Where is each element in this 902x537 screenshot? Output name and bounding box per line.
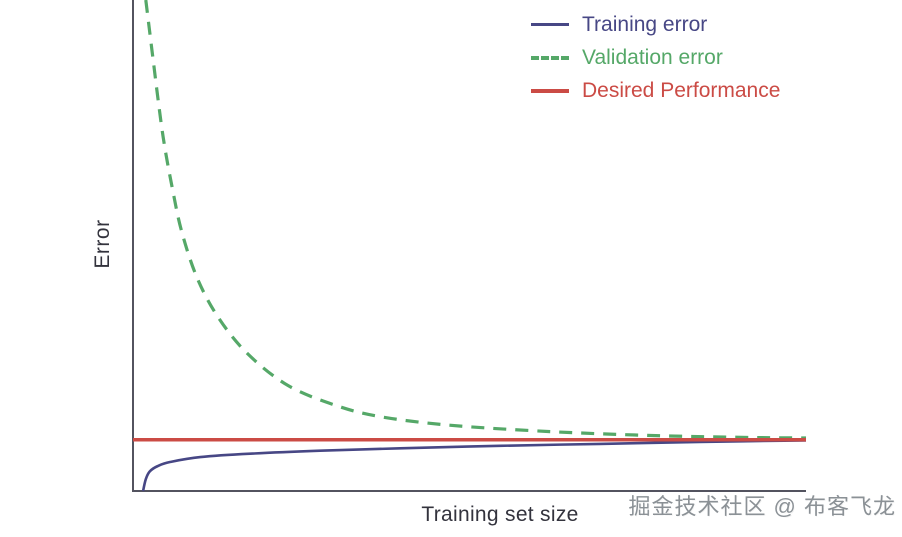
legend-label-training-error: Training error bbox=[582, 12, 708, 36]
desired-performance-line-swatch bbox=[531, 88, 569, 93]
legend-item-validation-error: Validation error bbox=[531, 41, 780, 74]
x-axis-label: Training set size bbox=[421, 503, 579, 526]
validation-error-line-swatch bbox=[531, 55, 569, 60]
training-error-line-swatch bbox=[531, 23, 569, 26]
validation-error-curve bbox=[144, 0, 807, 440]
legend-item-training-error: Training error bbox=[531, 8, 780, 41]
legend: Training error Validation error Desired … bbox=[531, 8, 780, 107]
training-error-curve bbox=[141, 439, 807, 492]
y-axis-label: Error bbox=[91, 219, 114, 269]
watermark: 掘金技术社区 @ 布客飞龙 bbox=[628, 494, 896, 519]
legend-label-desired-performance: Desired Performance bbox=[582, 78, 781, 102]
legend-item-desired-performance: Desired Performance bbox=[531, 74, 780, 107]
legend-label-validation-error: Validation error bbox=[582, 45, 723, 69]
